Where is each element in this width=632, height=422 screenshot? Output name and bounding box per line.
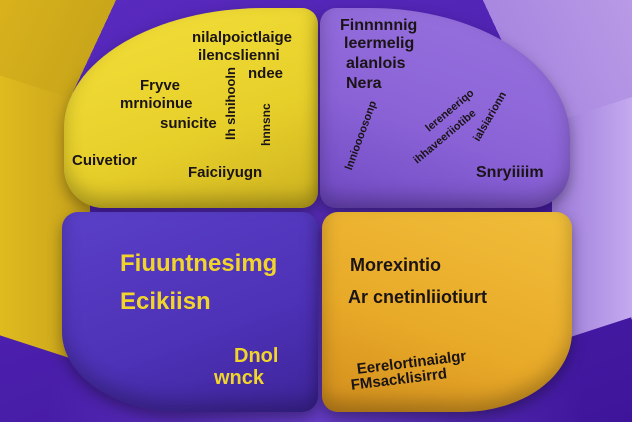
tr-line-d: Nera xyxy=(346,75,382,92)
bl-line-c: Dnol xyxy=(234,345,279,367)
bl-line-b: Ecikiisn xyxy=(120,288,211,315)
bl-line-a: Fiuuntnesimg xyxy=(120,250,278,277)
tl-line-b: ilencslienni xyxy=(198,47,280,64)
tr-line-e: Snryiiiim xyxy=(476,164,544,181)
quadrant-bottom-right: Morexintio Ar cnetinliiotiurt Eerelortin… xyxy=(322,212,572,412)
tl-line-e: mrnioinue xyxy=(120,95,193,112)
tr-diag-1: lnnioooosonp xyxy=(343,99,380,172)
tl-vertical-1: lh slnihooln xyxy=(223,67,238,140)
tr-line-b: leermelig xyxy=(344,35,415,52)
tr-line-c: alanlois xyxy=(346,55,406,72)
tr-line-a: Finnnnnig xyxy=(340,17,418,34)
tl-line-h: Faiciiyugn xyxy=(188,164,263,181)
tl-line-d: Fryve xyxy=(140,77,181,94)
bl-line-d: wnck xyxy=(214,367,265,389)
tl-line-c: ndee xyxy=(248,65,284,82)
tl-line-f: sunicite xyxy=(160,115,217,132)
br-line-b: Ar cnetinliiotiurt xyxy=(348,287,487,307)
quadrant-bottom-left: Fiuuntnesimg Ecikiisn Dnol wnck xyxy=(62,212,318,412)
tl-vertical-2: hnnsnc xyxy=(259,103,273,146)
tl-line-g: Cuivetior xyxy=(72,152,138,169)
tl-line-a: nilalpoictlaige xyxy=(192,29,293,46)
br-line-a: Morexintio xyxy=(350,255,442,275)
